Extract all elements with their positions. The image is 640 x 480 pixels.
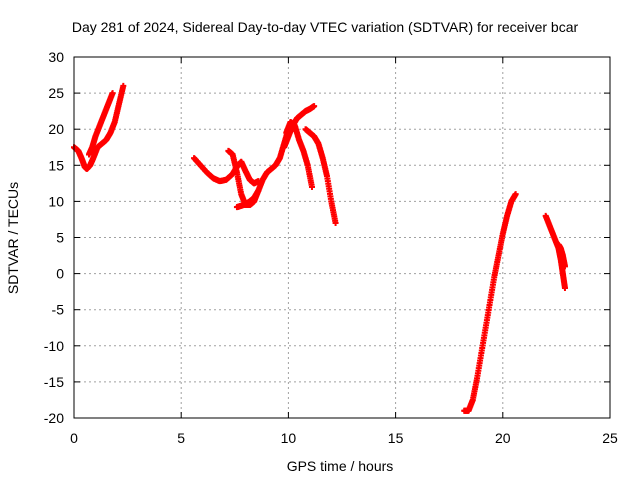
data-series (233, 126, 292, 211)
data-point (512, 191, 519, 198)
y-tick-label: -20 (44, 410, 64, 426)
data-point (561, 263, 568, 270)
y-tick-label: 15 (48, 157, 64, 173)
y-tick-label: 0 (56, 266, 64, 282)
data-points (71, 82, 568, 414)
y-tick-label: 30 (48, 49, 64, 65)
x-tick-label: 15 (388, 430, 404, 446)
y-tick-label: 5 (56, 230, 64, 246)
chart-title: Day 281 of 2024, Sidereal Day-to-day VTE… (72, 19, 579, 35)
data-point (109, 90, 116, 97)
data-series (191, 155, 262, 187)
y-axis-label: SDTVAR / TECUs (5, 182, 21, 294)
y-tick-label: 25 (48, 85, 64, 101)
data-series (86, 90, 116, 158)
x-tick-label: 20 (495, 430, 511, 446)
y-tick-label: -15 (44, 374, 64, 390)
grid-lines (74, 57, 610, 418)
y-tick-label: -5 (52, 302, 65, 318)
data-series (71, 82, 127, 172)
data-point (561, 285, 568, 292)
x-tick-label: 10 (281, 430, 297, 446)
y-tick-label: -10 (44, 338, 64, 354)
x-axis-label: GPS time / hours (287, 458, 394, 474)
data-point (308, 183, 315, 190)
data-point (120, 82, 127, 89)
tick-labels: 0 5 10 15 20 25 -20 -15 -10 -5 0 5 10 15 20 25 30 (44, 49, 618, 446)
y-tick-label: 10 (48, 193, 64, 209)
data-series (555, 241, 568, 270)
x-tick-label: 5 (177, 430, 185, 446)
data-point (332, 220, 339, 227)
y-tick-label: 20 (48, 121, 64, 137)
data-series (283, 118, 315, 190)
data-series (302, 126, 339, 227)
plot-frame (73, 56, 611, 419)
x-tick-label: 25 (602, 430, 618, 446)
x-tick-label: 0 (70, 430, 78, 446)
data-series (461, 191, 519, 414)
data-point (311, 103, 318, 110)
